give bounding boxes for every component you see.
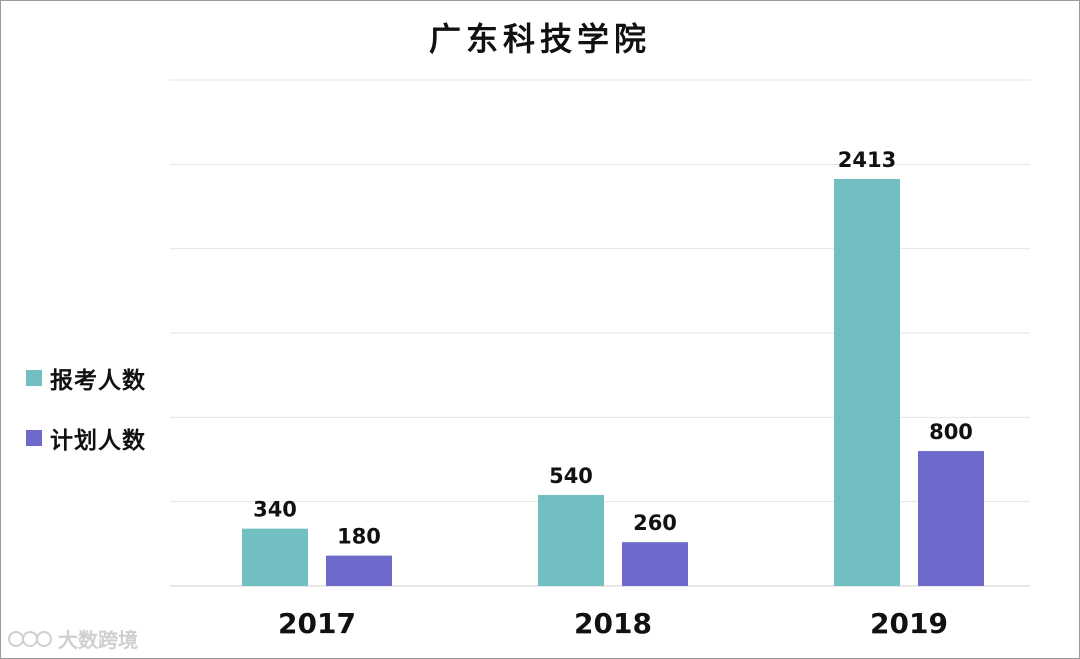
bar-2018-series-0 <box>538 494 604 586</box>
watermark-text: 大数跨境 <box>58 628 138 652</box>
chart-title: 广东科技学院 <box>428 20 651 58</box>
legend-label-planned: 计划人数 <box>50 428 146 454</box>
data-label-2018-series-0: 540 <box>549 464 593 488</box>
x-tick-label-2017: 2017 <box>278 607 356 640</box>
bar-2019-series-1 <box>918 451 984 586</box>
watermark: 大数跨境 <box>8 624 138 653</box>
legend-swatch-applicants <box>26 370 42 386</box>
bar-2018-series-1 <box>622 542 688 586</box>
legend-item-applicants: 报考人数 <box>26 363 146 394</box>
brand-logo-icon <box>8 627 52 651</box>
data-label-2017-series-0: 340 <box>253 498 297 522</box>
legend-swatch-planned <box>26 430 42 446</box>
bar-2019-series-0 <box>834 179 900 587</box>
x-tick-label-2019: 2019 <box>870 607 948 640</box>
data-label-2019-series-0: 2413 <box>838 148 896 172</box>
legend: 报考人数 计划人数 <box>26 363 146 483</box>
data-label-2019-series-1: 800 <box>929 420 973 444</box>
legend-item-planned: 计划人数 <box>26 423 146 454</box>
bar-2017-series-0 <box>242 528 308 586</box>
x-tick-label-2018: 2018 <box>574 607 652 640</box>
bar-2017-series-1 <box>326 555 392 586</box>
data-label-2017-series-1: 180 <box>337 525 381 549</box>
data-label-2018-series-1: 260 <box>633 511 677 535</box>
legend-label-applicants: 报考人数 <box>50 368 146 394</box>
